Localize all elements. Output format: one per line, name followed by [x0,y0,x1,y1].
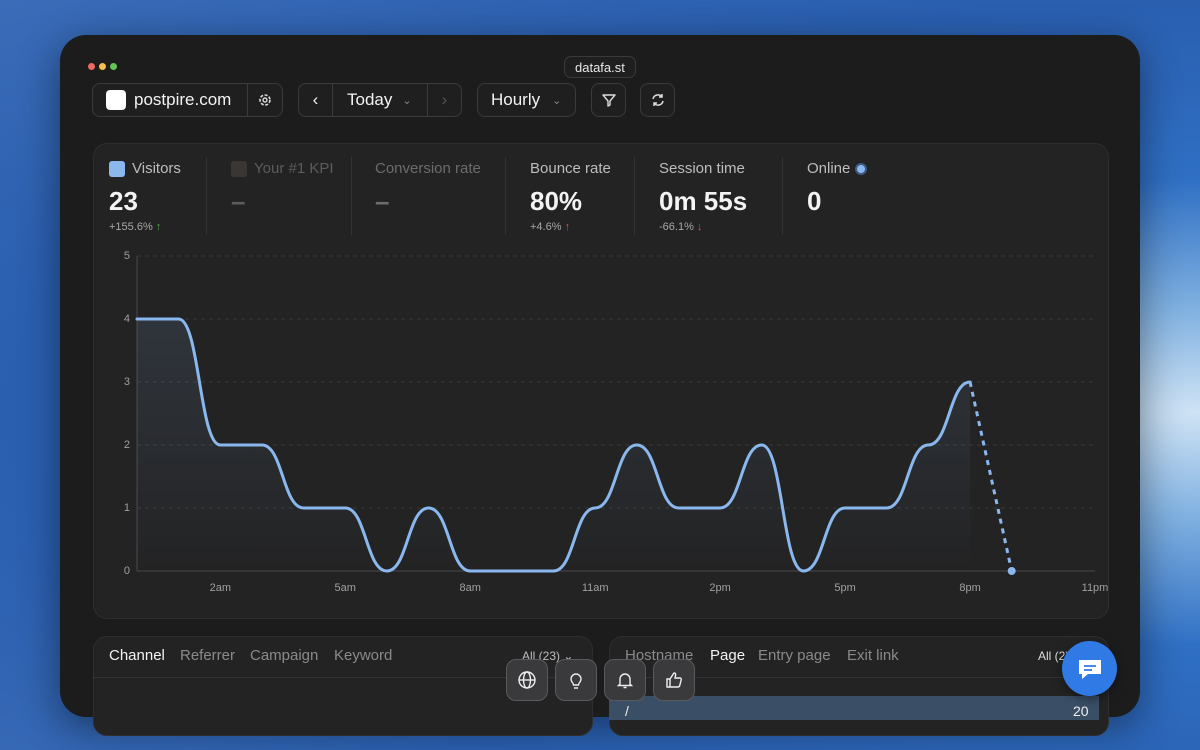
stat-label: Session time [659,160,745,177]
x-tick-label: 5am [335,582,356,594]
divider [609,677,1109,678]
globe-button[interactable] [506,659,548,701]
stat-value: 80% [530,186,583,216]
next-button[interactable]: › [427,83,461,117]
stat-value: – [231,186,246,216]
x-tick-label: 2pm [709,582,730,594]
refresh-button[interactable] [640,83,675,117]
change-text: -66.1% [659,221,694,233]
line [135,317,972,573]
site-selector[interactable]: postpire.com [92,83,283,117]
tab[interactable]: Exit link [847,647,899,664]
stat-change: +4.6% ↑ [530,221,571,233]
stat-change: -66.1% ↓ [659,221,703,233]
page-count: 20 [1073,703,1089,719]
divider [351,157,352,235]
tab[interactable]: Page [710,647,746,664]
y-tick-label: 0 [124,565,130,577]
visitors-checkbox[interactable] [109,161,125,177]
y-tick-label: 3 [124,376,130,388]
page-path: / [625,703,629,719]
divider [93,677,593,678]
page-row[interactable] [609,696,1099,720]
x-tick-label: 8am [460,582,481,594]
y-tick-label: 2 [124,439,130,451]
tab[interactable]: Keyword [334,647,393,664]
y-tick-label: 5 [124,250,130,262]
stat-value: 0 [807,186,822,216]
kpi-checkbox[interactable] [231,161,247,177]
minimize-button[interactable] [99,63,106,70]
stat-change: +155.6% ↑ [109,221,162,233]
maximize-button[interactable] [110,63,117,70]
chat-button[interactable] [1062,641,1117,696]
stat-label: Bounce rate [530,160,611,177]
site-name: postpire.com [134,90,232,109]
stat-value: 0m 55s [659,186,748,216]
idea-button[interactable] [555,659,597,701]
x-tick-label: 11pm [1082,582,1109,594]
y-tick-label: 4 [124,313,130,325]
x-tick-label: 11am [582,582,609,594]
tab[interactable]: Referrer [180,647,236,664]
period-selector[interactable]: ‹ Today ⌄ › [298,83,462,117]
divider [505,157,506,235]
stat-label: Your #1 KPI [254,160,334,177]
last-point [1007,567,1016,575]
y-tick-label: 1 [124,502,130,514]
filter-label: All (2) [1038,649,1070,663]
stat-value: – [375,186,390,216]
granularity: Hourly [491,90,541,109]
change-text: +155.6% [109,221,153,233]
x-tick-label: 8pm [959,582,980,594]
divider [782,157,783,235]
online-label: Online [807,160,851,177]
filter-button[interactable] [591,83,626,117]
tab[interactable]: Campaign [250,647,319,664]
change-text: +4.6% [530,221,562,233]
granularity-selector[interactable]: Hourly ⌄ [477,83,576,117]
url-pill[interactable]: datafa.st [564,56,636,78]
divider [206,157,207,235]
stat-label: Visitors [132,160,181,177]
x-tick-label: 5pm [834,582,855,594]
close-button[interactable] [88,63,95,70]
stat-value: 23 [109,186,138,216]
projection-line [968,381,1014,572]
stat-label: Online [807,160,867,177]
tab[interactable]: Entry page [758,647,831,664]
settings-button[interactable] [247,83,282,117]
url: datafa.st [575,59,625,75]
period: Today [347,90,393,109]
tab[interactable]: Channel [109,647,165,664]
alert-button[interactable] [604,659,646,701]
like-button[interactable] [653,659,695,701]
prev-button[interactable]: ‹ [299,83,333,117]
divider [634,157,635,235]
filter-dropdown[interactable]: All (2) [1038,649,1069,663]
stat-label: Conversion rate [375,160,481,177]
site-logo [106,90,126,110]
x-tick-label: 2am [210,582,231,594]
